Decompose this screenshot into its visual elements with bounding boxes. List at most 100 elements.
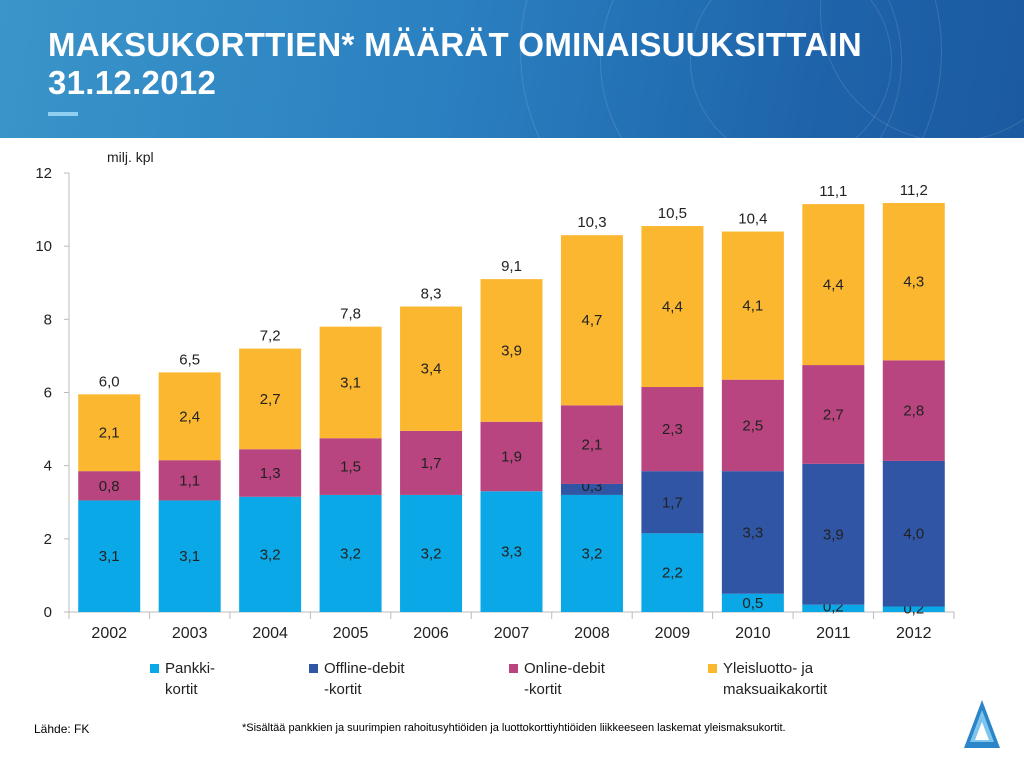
footnote-text: *Sisältää pankkien ja suurimpien rahoitu… [242,722,786,734]
x-tick-label: 2005 [333,625,369,642]
legend-label-line2: maksuaikakortit [723,681,828,698]
data-label: 0,8 [99,478,120,495]
data-label: 2,3 [662,421,683,438]
y-tick-label: 6 [44,385,52,402]
bar-segment [78,500,141,612]
data-label: 4,4 [823,277,844,294]
data-label: 2,4 [179,408,200,425]
data-label: 3,2 [421,545,442,562]
x-tick-label: 2008 [574,625,610,642]
data-label: 2,7 [823,406,844,423]
data-label: 2,8 [903,403,924,420]
bar-segment [802,204,865,366]
data-label: 3,2 [340,545,361,562]
legend-label-line1: Online-debit [524,660,606,677]
data-label: 2,5 [742,417,763,434]
bar-segment [480,279,543,422]
bar-segment [882,202,945,361]
data-label: 2,7 [260,391,281,408]
page-title: MAKSUKORTTIEN* MÄÄRÄT OMINAISUUKSITTAIN … [48,26,862,102]
x-tick-label: 2012 [896,625,932,642]
bar-segment [802,463,865,605]
x-tick-label: 2006 [413,625,449,642]
bar-segment [319,326,382,439]
total-label: 7,2 [260,328,281,345]
bar-segment [480,491,543,612]
data-label: 4,4 [662,299,683,316]
bar-segment [721,379,784,472]
bar-segment [882,360,945,461]
bar-segment [560,405,623,484]
data-label: 3,9 [823,526,844,543]
legend: Pankki-kortit Offline-debit -kortit Online-… [150,660,828,698]
data-label: 1,7 [421,455,442,472]
data-label: 4,7 [582,312,603,329]
legend-label-line1: Offline-debit [324,660,405,677]
bar-segment [560,494,623,612]
bar-segment [400,430,463,495]
bar-segment [882,460,945,607]
legend-label-line2: -kortit [524,681,562,698]
x-tick-label: 2011 [816,625,851,642]
data-label: 2,1 [582,437,603,454]
total-label: 7,8 [340,306,361,323]
stacked-bar-chart: milj. kpl 0 2 4 6 8 10 12 2002 2003 2004 2005 2006 20… [35,149,955,698]
total-label: 6,0 [99,373,120,390]
logo-icon [964,700,1000,748]
bar-segment [882,606,945,612]
title-line-1: MAKSUKORTTIEN* MÄÄRÄT OMINAISUUKSITTAIN [48,26,863,63]
total-label: 11,1 [819,183,847,200]
data-label: 3,2 [582,545,603,562]
data-label: 3,3 [501,544,522,561]
data-label: 3,4 [421,361,442,378]
total-label: 6,5 [179,351,200,368]
data-label: 3,9 [501,342,522,359]
data-label: 1,7 [662,494,683,511]
data-label: 1,1 [179,472,200,489]
title-accent-bar [48,112,78,116]
data-label: 1,9 [501,449,522,466]
y-tick-label: 2 [44,531,52,548]
data-label: 3,1 [99,548,120,565]
bar-segment [641,471,704,534]
bar-segment [319,438,382,495]
y-tick-label: 0 [44,604,52,621]
data-label: 2,2 [662,565,683,582]
x-tick-label: 2007 [494,625,530,642]
data-label: 0,5 [742,595,763,612]
data-label: 2,1 [99,425,120,442]
bar-segment [721,231,784,380]
bar-segment [641,226,704,388]
y-tick-label: 10 [35,238,52,255]
data-label: 3,2 [260,546,281,563]
bar-segment [158,372,221,461]
bar-segment [78,471,141,501]
y-tick-label: 8 [44,311,52,328]
data-label: 1,5 [340,459,361,476]
bar-segment [641,387,704,472]
bar-segment [560,483,623,495]
bar-segment [239,348,302,450]
bar-segment [721,593,784,612]
legend-swatch [708,664,717,673]
bar-segment [802,365,865,464]
x-tick-label: 2002 [91,625,127,642]
legend-swatch [309,664,318,673]
total-label: 10,3 [577,214,606,231]
y-axis-label: milj. kpl [107,149,154,165]
x-tick-label: 2004 [252,625,288,642]
total-label: 8,3 [421,286,442,303]
bar-segment [480,421,543,492]
total-label: 10,5 [658,205,687,222]
legend-swatch [509,664,518,673]
legend-label-line1: Yleisluotto- ja [723,660,814,677]
data-label: 4,0 [903,526,924,543]
legend-label-line2: kortit [165,681,198,698]
header-banner: MAKSUKORTTIEN* MÄÄRÄT OMINAISUUKSITTAIN … [0,0,1024,138]
total-label: 10,4 [738,211,767,228]
data-label: 1,3 [260,465,281,482]
data-label: 3,1 [340,374,361,391]
bar-segment [641,533,704,612]
legend-label-line2: -kortit [324,681,362,698]
bar-segment [158,500,221,612]
